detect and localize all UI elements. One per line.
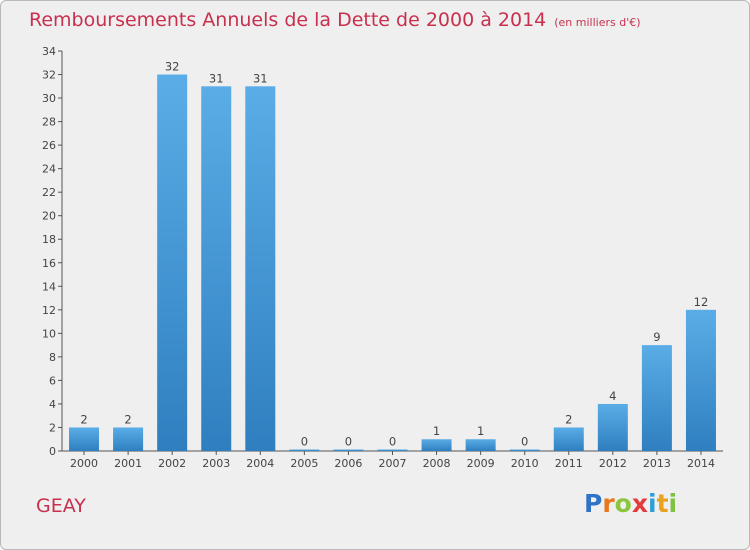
y-tick-label: 18 (42, 233, 56, 246)
logo-letter: i (668, 489, 678, 518)
y-tick-label: 10 (42, 327, 56, 340)
logo-letter: x (631, 489, 648, 518)
x-tick-label: 2005 (290, 457, 318, 470)
bar-value-label: 9 (653, 330, 660, 344)
y-tick-label: 6 (49, 374, 56, 387)
bar-value-label: 4 (609, 389, 616, 403)
y-tick-label: 26 (42, 139, 56, 152)
bar (465, 439, 496, 451)
x-tick-label: 2003 (202, 457, 230, 470)
bar-value-label: 0 (301, 435, 308, 449)
bar (245, 86, 276, 451)
y-tick-label: 14 (42, 280, 56, 293)
bar (421, 439, 452, 451)
commune-name: GEAY (36, 495, 86, 517)
x-tick-label: 2007 (379, 457, 407, 470)
bar (69, 427, 100, 451)
bar (509, 449, 540, 451)
x-tick-label: 2004 (246, 457, 274, 470)
bar (289, 449, 320, 451)
bar-value-label: 0 (521, 435, 528, 449)
proxiti-logo: Proxiti (584, 489, 677, 518)
bar-value-label: 32 (165, 60, 180, 74)
y-tick-label: 20 (42, 210, 56, 223)
bar-value-label: 2 (124, 412, 131, 426)
y-tick-label: 24 (42, 163, 56, 176)
y-tick-label: 28 (42, 116, 56, 129)
bar (157, 74, 188, 451)
y-tick-label: 2 (49, 421, 56, 434)
bar (201, 86, 232, 451)
bar-value-label: 2 (80, 412, 87, 426)
bar (641, 345, 672, 451)
y-tick-label: 22 (42, 186, 56, 199)
x-tick-label: 2013 (643, 457, 671, 470)
logo-letter: o (614, 489, 632, 518)
chart-title: Remboursements Annuels de la Dette de 20… (29, 9, 547, 31)
x-tick-label: 2001 (114, 457, 142, 470)
y-tick-label: 16 (42, 257, 56, 270)
logo-letter: t (656, 489, 669, 518)
bar-value-label: 12 (694, 295, 709, 309)
bar (597, 403, 628, 451)
x-tick-label: 2009 (467, 457, 495, 470)
x-tick-label: 2012 (599, 457, 627, 470)
bar-value-label: 1 (433, 424, 440, 438)
bar (553, 427, 584, 451)
y-tick-label: 30 (42, 92, 56, 105)
bar (113, 427, 144, 451)
bar-value-label: 31 (253, 71, 268, 85)
bar (333, 449, 364, 451)
bar (685, 309, 716, 451)
y-tick-label: 32 (42, 69, 56, 82)
y-tick-label: 34 (42, 45, 56, 58)
chart-subtitle: (en milliers d'€) (554, 16, 641, 29)
logo-letter: P (584, 489, 603, 518)
bar (377, 449, 408, 451)
chart-title-block: Remboursements Annuels de la Dette de 20… (29, 9, 641, 31)
x-tick-label: 2000 (70, 457, 98, 470)
x-tick-label: 2010 (511, 457, 539, 470)
x-tick-label: 2011 (555, 457, 583, 470)
bar-value-label: 0 (345, 435, 352, 449)
x-tick-label: 2014 (687, 457, 715, 470)
bar-value-label: 1 (477, 424, 484, 438)
logo-letter: i (648, 489, 657, 518)
x-tick-label: 2002 (158, 457, 186, 470)
logo-letter: r (602, 489, 615, 518)
bar-value-label: 0 (389, 435, 396, 449)
bar-value-label: 2 (565, 412, 572, 426)
y-tick-label: 8 (49, 351, 56, 364)
y-tick-label: 0 (49, 445, 56, 458)
y-tick-label: 12 (42, 304, 56, 317)
x-tick-label: 2008 (423, 457, 451, 470)
x-tick-label: 2006 (334, 457, 362, 470)
bar-value-label: 31 (209, 71, 224, 85)
chart-bars: 2 2 32 31 31 0 0 0 1 1 0 2 4 9 12 (69, 60, 716, 451)
y-tick-label: 4 (49, 398, 56, 411)
